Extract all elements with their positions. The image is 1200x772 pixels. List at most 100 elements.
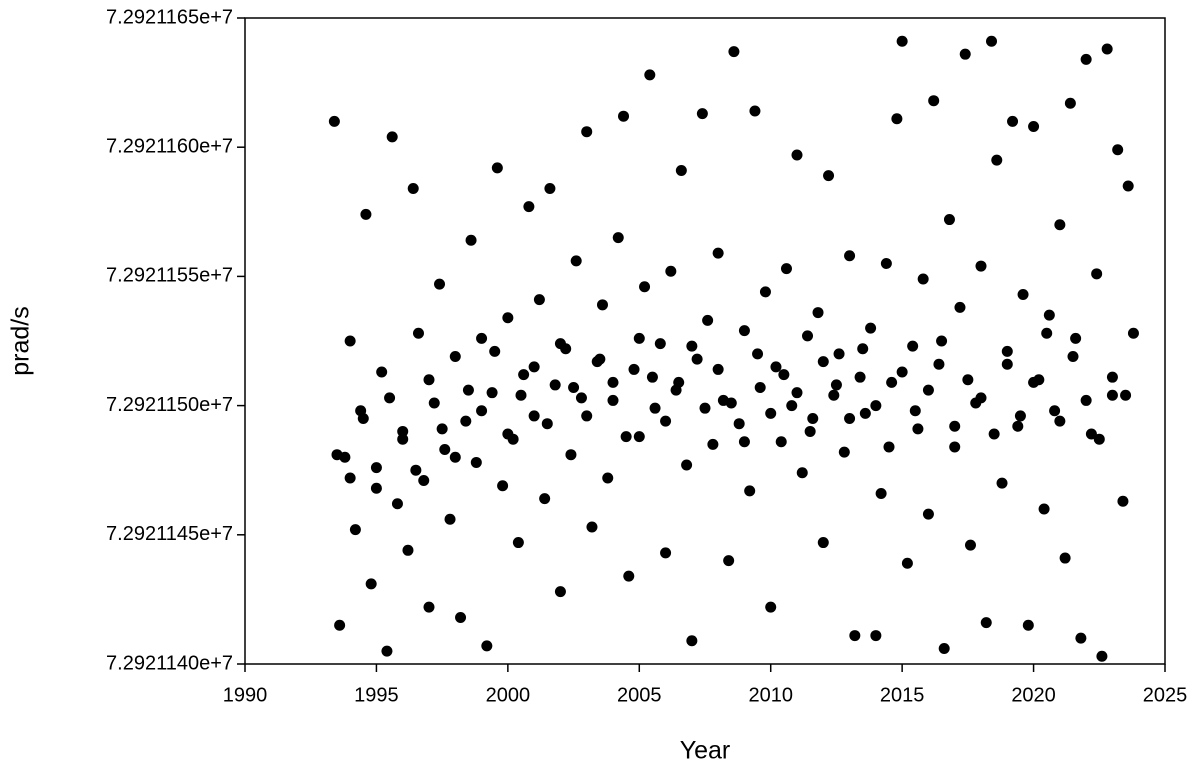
data-point	[817, 537, 829, 549]
data-point	[391, 498, 403, 510]
data-point	[434, 278, 446, 290]
data-point	[455, 611, 467, 623]
data-point	[959, 48, 971, 60]
data-point	[880, 257, 892, 269]
data-point	[568, 382, 580, 394]
data-point	[633, 431, 645, 443]
x-tick-label: 2015	[880, 684, 925, 706]
data-point	[512, 537, 524, 549]
y-tick-label: 7.2921140e+7	[106, 652, 233, 674]
data-point	[802, 330, 814, 342]
data-point	[707, 438, 719, 450]
y-axis-title: prad/s	[7, 306, 35, 375]
data-point	[660, 547, 672, 559]
data-point	[397, 425, 409, 437]
data-point	[896, 366, 908, 378]
data-point	[486, 387, 498, 399]
data-point	[523, 201, 535, 213]
data-point	[775, 436, 787, 448]
data-point	[397, 433, 409, 445]
data-point	[1001, 345, 1013, 357]
data-point	[791, 149, 803, 161]
data-point	[660, 415, 672, 427]
data-point	[644, 69, 656, 81]
data-point	[949, 441, 961, 453]
data-point	[723, 555, 735, 567]
data-point	[607, 376, 619, 388]
data-point	[759, 286, 771, 298]
data-point	[912, 423, 924, 435]
plot-frame	[244, 17, 1166, 665]
data-point	[646, 371, 658, 383]
data-point	[712, 363, 724, 375]
y-tick-label: 7.2921155e+7	[106, 265, 233, 287]
data-point	[502, 428, 514, 440]
data-point	[1041, 327, 1053, 339]
data-point	[581, 126, 593, 138]
data-point	[376, 366, 388, 378]
y-tick-label: 7.2921150e+7	[106, 394, 233, 416]
data-point	[886, 376, 898, 388]
data-point	[1043, 309, 1055, 321]
data-point	[943, 214, 955, 226]
data-point	[844, 250, 856, 262]
data-point	[1120, 389, 1132, 401]
data-point	[349, 524, 361, 536]
data-point	[565, 449, 577, 461]
data-point	[620, 431, 632, 443]
data-point	[812, 307, 824, 319]
data-point	[515, 389, 527, 401]
data-point	[954, 301, 966, 313]
data-point	[1017, 288, 1029, 300]
data-point	[865, 322, 877, 334]
data-point	[386, 131, 398, 143]
data-point	[554, 338, 566, 350]
data-point	[870, 630, 882, 642]
data-point	[1022, 619, 1034, 631]
data-point	[462, 384, 474, 396]
data-point	[875, 487, 887, 499]
data-point	[749, 105, 761, 117]
data-point	[1064, 97, 1076, 109]
data-point	[949, 420, 961, 432]
data-point	[933, 358, 945, 370]
data-point	[518, 369, 530, 381]
data-point	[817, 356, 829, 368]
data-point	[786, 400, 798, 412]
data-point	[686, 340, 698, 352]
data-point	[549, 379, 561, 391]
data-point	[1091, 268, 1103, 280]
data-point	[991, 154, 1003, 166]
x-tick-label: 2025	[1143, 684, 1188, 706]
data-point	[1049, 405, 1061, 417]
data-point	[870, 400, 882, 412]
data-point	[360, 208, 372, 220]
data-point	[1106, 371, 1118, 383]
data-point	[804, 425, 816, 437]
data-point	[594, 353, 606, 365]
x-tick-label: 2000	[486, 684, 531, 706]
data-point	[883, 441, 895, 453]
data-point	[331, 449, 343, 461]
data-point	[344, 472, 356, 484]
data-point	[428, 397, 440, 409]
data-point	[602, 472, 614, 484]
data-point	[830, 379, 842, 391]
data-point	[1014, 410, 1026, 422]
data-point	[699, 402, 711, 414]
data-point	[402, 544, 414, 556]
data-point	[444, 513, 456, 525]
data-point	[581, 410, 593, 422]
x-tick-label: 2005	[617, 684, 662, 706]
data-point	[1001, 358, 1013, 370]
data-point	[844, 413, 856, 425]
data-point	[796, 467, 808, 479]
data-point	[962, 374, 974, 386]
data-point	[612, 232, 624, 244]
y-tick-label: 7.2921165e+7	[106, 6, 233, 28]
data-point	[1106, 389, 1118, 401]
data-point	[1054, 219, 1066, 231]
data-point	[639, 281, 651, 293]
data-point	[909, 405, 921, 417]
data-point	[744, 485, 756, 497]
